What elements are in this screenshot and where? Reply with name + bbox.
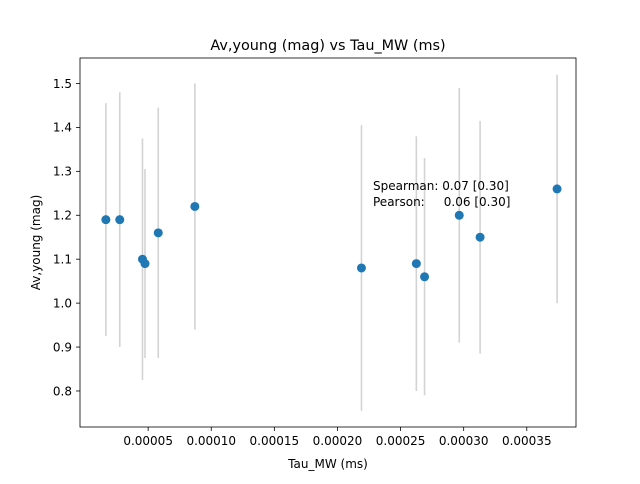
plot-frame xyxy=(79,57,577,428)
y-tick-label-4: 1.2 xyxy=(53,209,72,223)
x-axis-label: Tau_MW (ms) xyxy=(287,457,368,471)
data-point-3 xyxy=(140,259,150,269)
data-point-6 xyxy=(356,263,366,273)
data-point-0 xyxy=(101,215,111,225)
x-tick-label-0: 0.00005 xyxy=(123,434,173,448)
data-point-11 xyxy=(552,184,562,194)
data-point-9 xyxy=(454,210,464,220)
y-tick-label-0: 0.8 xyxy=(53,384,72,398)
x-tick-label-6: 0.00035 xyxy=(502,434,552,448)
x-tick-label-4: 0.00025 xyxy=(376,434,426,448)
y-axis: 0.8 0.9 1.0 1.1 1.2 1.3 1.4 1.5 xyxy=(53,77,80,398)
correlation-annotation-spearman: Spearman: 0.07 [0.30] xyxy=(373,179,509,193)
x-tick-label-1: 0.00010 xyxy=(186,434,236,448)
y-tick-label-1: 0.9 xyxy=(53,340,72,354)
y-tick-label-2: 1.0 xyxy=(53,296,72,310)
y-tick-label-6: 1.4 xyxy=(53,121,72,135)
data-point-4 xyxy=(153,228,163,238)
data-point-10 xyxy=(475,232,485,242)
data-point-8 xyxy=(420,272,430,282)
correlation-annotation-pearson: Pearson: 0.06 [0.30] xyxy=(373,195,510,209)
data-point-7 xyxy=(411,259,421,269)
x-tick-label-5: 0.00030 xyxy=(439,434,489,448)
x-axis: 0.00005 0.00010 0.00015 0.00020 0.00025 0.000… xyxy=(123,427,552,448)
chart-title: Av,young (mag) vs Tau_MW (ms) xyxy=(210,38,445,54)
y-axis-label: Av,young (mag) xyxy=(29,195,43,291)
data-point-layer xyxy=(101,184,562,282)
y-tick-label-3: 1.1 xyxy=(53,252,72,266)
y-tick-label-7: 1.5 xyxy=(53,77,72,91)
y-tick-label-5: 1.3 xyxy=(53,165,72,179)
data-point-1 xyxy=(115,215,125,225)
x-tick-label-2: 0.00015 xyxy=(250,434,300,448)
x-tick-label-3: 0.00020 xyxy=(313,434,363,448)
data-point-5 xyxy=(190,201,200,211)
